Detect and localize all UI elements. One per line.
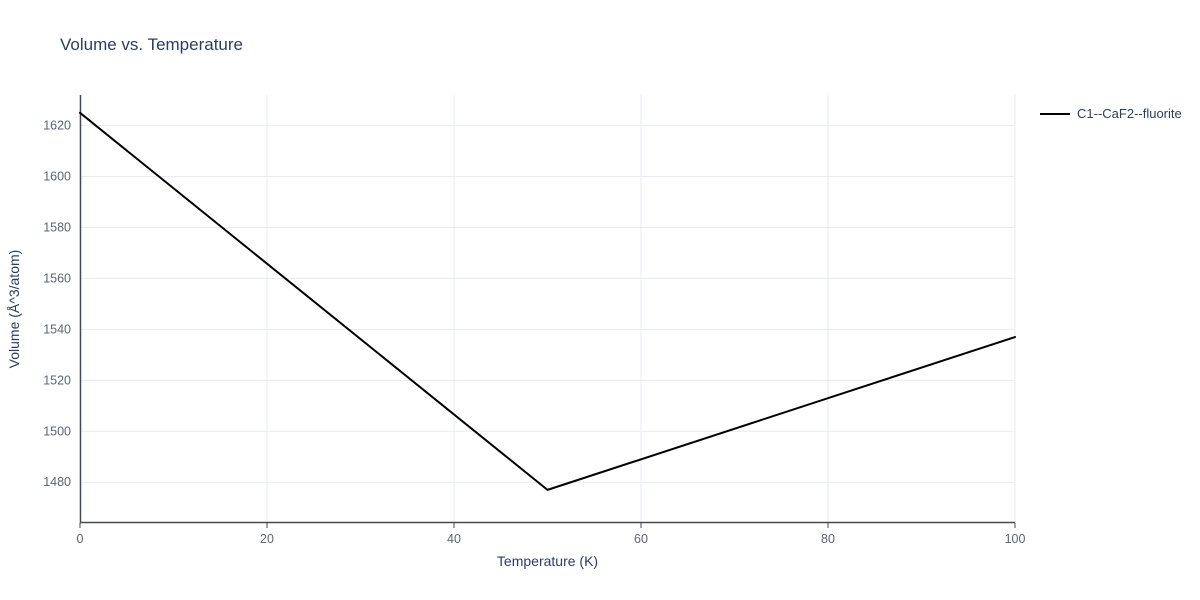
svg-text:1580: 1580 xyxy=(43,220,71,234)
svg-text:1520: 1520 xyxy=(43,373,71,387)
svg-text:40: 40 xyxy=(447,532,461,546)
svg-text:1500: 1500 xyxy=(43,424,71,438)
legend-line-swatch xyxy=(1040,112,1070,115)
legend-label: C1--CaF2--fluorite xyxy=(1077,106,1182,121)
svg-text:0: 0 xyxy=(77,532,84,546)
svg-text:1540: 1540 xyxy=(43,322,71,336)
svg-text:60: 60 xyxy=(634,532,648,546)
svg-text:1600: 1600 xyxy=(43,170,71,184)
svg-text:80: 80 xyxy=(821,532,835,546)
legend[interactable]: C1--CaF2--fluorite xyxy=(1040,106,1182,121)
plot-area: 0 20 40 60 80 100 1480 1500 1520 1540 1560 1580 1600… xyxy=(43,95,1025,546)
y-axis-label: Volume (Å^3/atom) xyxy=(6,249,22,369)
svg-text:20: 20 xyxy=(260,532,274,546)
svg-text:1480: 1480 xyxy=(43,475,71,489)
chart-title: Volume vs. Temperature xyxy=(60,35,243,54)
x-axis-label: Temperature (K) xyxy=(496,553,599,569)
svg-text:100: 100 xyxy=(1005,532,1026,546)
svg-text:1620: 1620 xyxy=(43,119,71,133)
svg-text:1560: 1560 xyxy=(43,271,71,285)
